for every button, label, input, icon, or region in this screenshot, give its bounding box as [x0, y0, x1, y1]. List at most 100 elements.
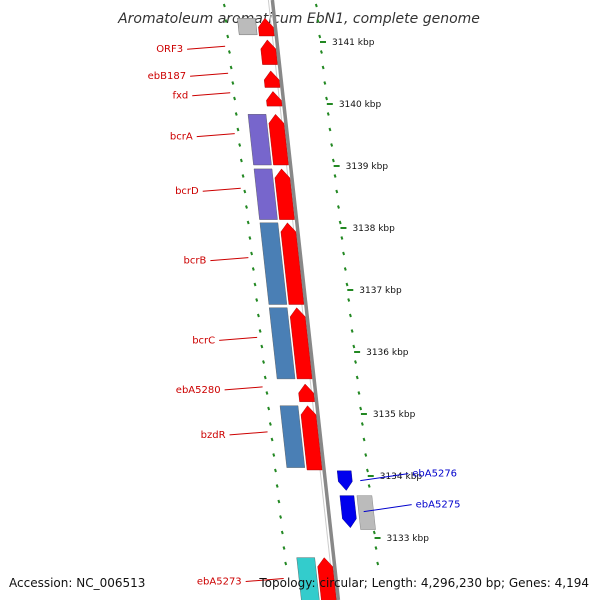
inner-feature-steel — [279, 405, 306, 468]
outer-ruler-tick — [335, 189, 339, 194]
inner-ruler-tick — [267, 406, 271, 411]
inner-ruler-tick — [224, 19, 228, 23]
ruler-label: 3139 kbp — [346, 162, 389, 172]
outer-feature-gray — [356, 495, 376, 530]
outer-ruler-tick — [354, 360, 357, 364]
inner-ruler-tick — [238, 143, 242, 147]
gene-label-leader — [196, 133, 235, 138]
inner-feature-steel — [259, 222, 288, 305]
inner-ruler-tick — [262, 360, 265, 364]
ruler-label: 3138 kbp — [352, 224, 395, 234]
inner-feature-track — [237, 18, 320, 600]
outer-ruler-tick — [330, 143, 334, 147]
inner-ruler-tick — [239, 158, 243, 163]
gene-label-leader — [224, 386, 263, 391]
outer-ruler-tick — [355, 375, 359, 380]
inner-feature-steel — [268, 307, 296, 380]
inner-ruler-tick — [229, 65, 233, 70]
gene-label-ebA5280: ebA5280 — [176, 385, 221, 396]
gene-label-ebA5275: ebA5275 — [416, 500, 461, 511]
forward-gene-arrow — [289, 307, 313, 380]
gene-label-leader — [190, 72, 229, 77]
outer-ruler-tick — [347, 298, 351, 302]
outer-ruler-tick — [372, 530, 376, 535]
outer-ruler-tick — [328, 127, 332, 132]
inner-ruler-tick — [279, 515, 283, 519]
outer-ruler-tick — [325, 96, 328, 101]
outer-ruler-tick — [367, 484, 371, 488]
inner-ruler-tick — [222, 3, 226, 8]
forward-gene-arrow — [274, 168, 295, 220]
outer-ruler-tick — [350, 329, 354, 333]
gene-label-bcrA: bcrA — [170, 132, 193, 143]
gene-label-fxd: fxd — [172, 91, 188, 102]
reverse-gene-arrow — [336, 470, 353, 491]
gene-label-bcrC: bcrC — [192, 335, 215, 346]
forward-gene-arrow — [258, 17, 275, 37]
outer-ruler-tick — [357, 391, 361, 395]
outer-ruler-tick — [316, 19, 320, 23]
ruler-label: 3137 kbp — [359, 286, 402, 296]
inner-ruler-tick — [246, 220, 250, 225]
inner-ruler-tick — [253, 282, 257, 287]
inner-ruler-tick — [243, 189, 247, 194]
outer-ruler-tick — [337, 205, 340, 209]
gene-label-leader — [229, 431, 268, 436]
inner-ruler-tick — [234, 112, 238, 116]
gene-label-leader — [219, 336, 258, 341]
forward-gene-arrow — [280, 222, 305, 305]
reverse-gene-arrow — [339, 495, 357, 529]
inner-ruler-tick — [284, 561, 288, 566]
ruler-label: 3133 kbp — [387, 534, 430, 544]
inner-ruler-tick — [250, 251, 254, 256]
forward-gene-arrow — [268, 113, 289, 166]
inner-ruler-tick — [280, 530, 284, 535]
ruler-label: 3136 kbp — [366, 348, 409, 358]
inner-feature-gray — [237, 18, 258, 35]
outer-ruler-tick — [343, 267, 347, 271]
outer-ruler-tick — [333, 174, 337, 178]
inner-ruler-tick — [272, 453, 276, 457]
forward-gene-arrow — [263, 70, 281, 88]
inner-ruler-tick — [274, 468, 277, 473]
outer-ruler-tick — [326, 112, 330, 116]
gene-label-leader — [210, 257, 249, 262]
inner-ruler-tick — [255, 298, 259, 302]
outer-ruler-tick — [359, 406, 363, 411]
gene-label-bcrB: bcrB — [184, 256, 207, 267]
forward-gene-arrow — [266, 91, 283, 107]
gene-label-bzdR: bzdR — [201, 430, 226, 441]
gene-label-bcrD: bcrD — [175, 186, 199, 197]
gene-label-leader — [192, 92, 231, 97]
inner-ruler-tick — [263, 375, 267, 380]
inner-ruler-tick — [256, 313, 260, 318]
inner-ruler-tick — [282, 546, 286, 550]
outer-feature-track — [356, 495, 376, 530]
outer-ruler-tick — [376, 561, 380, 566]
outer-ruler-tick — [318, 34, 322, 39]
inner-ruler-tick — [245, 205, 248, 209]
outer-ruler-tick — [360, 422, 364, 426]
ruler-label: 3135 kbp — [373, 410, 416, 420]
outer-ruler-tick — [331, 158, 335, 163]
outer-ruler-tick — [338, 220, 342, 225]
forward-gene-arrow — [298, 383, 315, 402]
inner-ruler-tick — [277, 499, 281, 504]
outer-ruler-tick — [352, 344, 356, 349]
outer-ruler-tick — [348, 313, 352, 318]
gene-label-leader — [187, 45, 226, 50]
outer-ruler-tick — [374, 546, 378, 550]
reverse-gene-track — [336, 470, 357, 529]
topology-text: Topology: circular; Length: 4,296,230 bp… — [258, 576, 589, 590]
outer-ruler-tick — [321, 65, 325, 70]
inner-ruler-tick — [260, 344, 264, 349]
inner-ruler-tick — [275, 484, 279, 488]
inner-ruler-tick — [270, 437, 274, 442]
inner-ruler-tick — [265, 391, 269, 395]
backbone-line — [270, 0, 341, 600]
inner-ruler-tick — [248, 236, 252, 240]
outer-ruler-tick — [323, 81, 327, 85]
inner-ruler-tick — [268, 422, 272, 426]
outer-ruler-tick — [314, 3, 318, 8]
